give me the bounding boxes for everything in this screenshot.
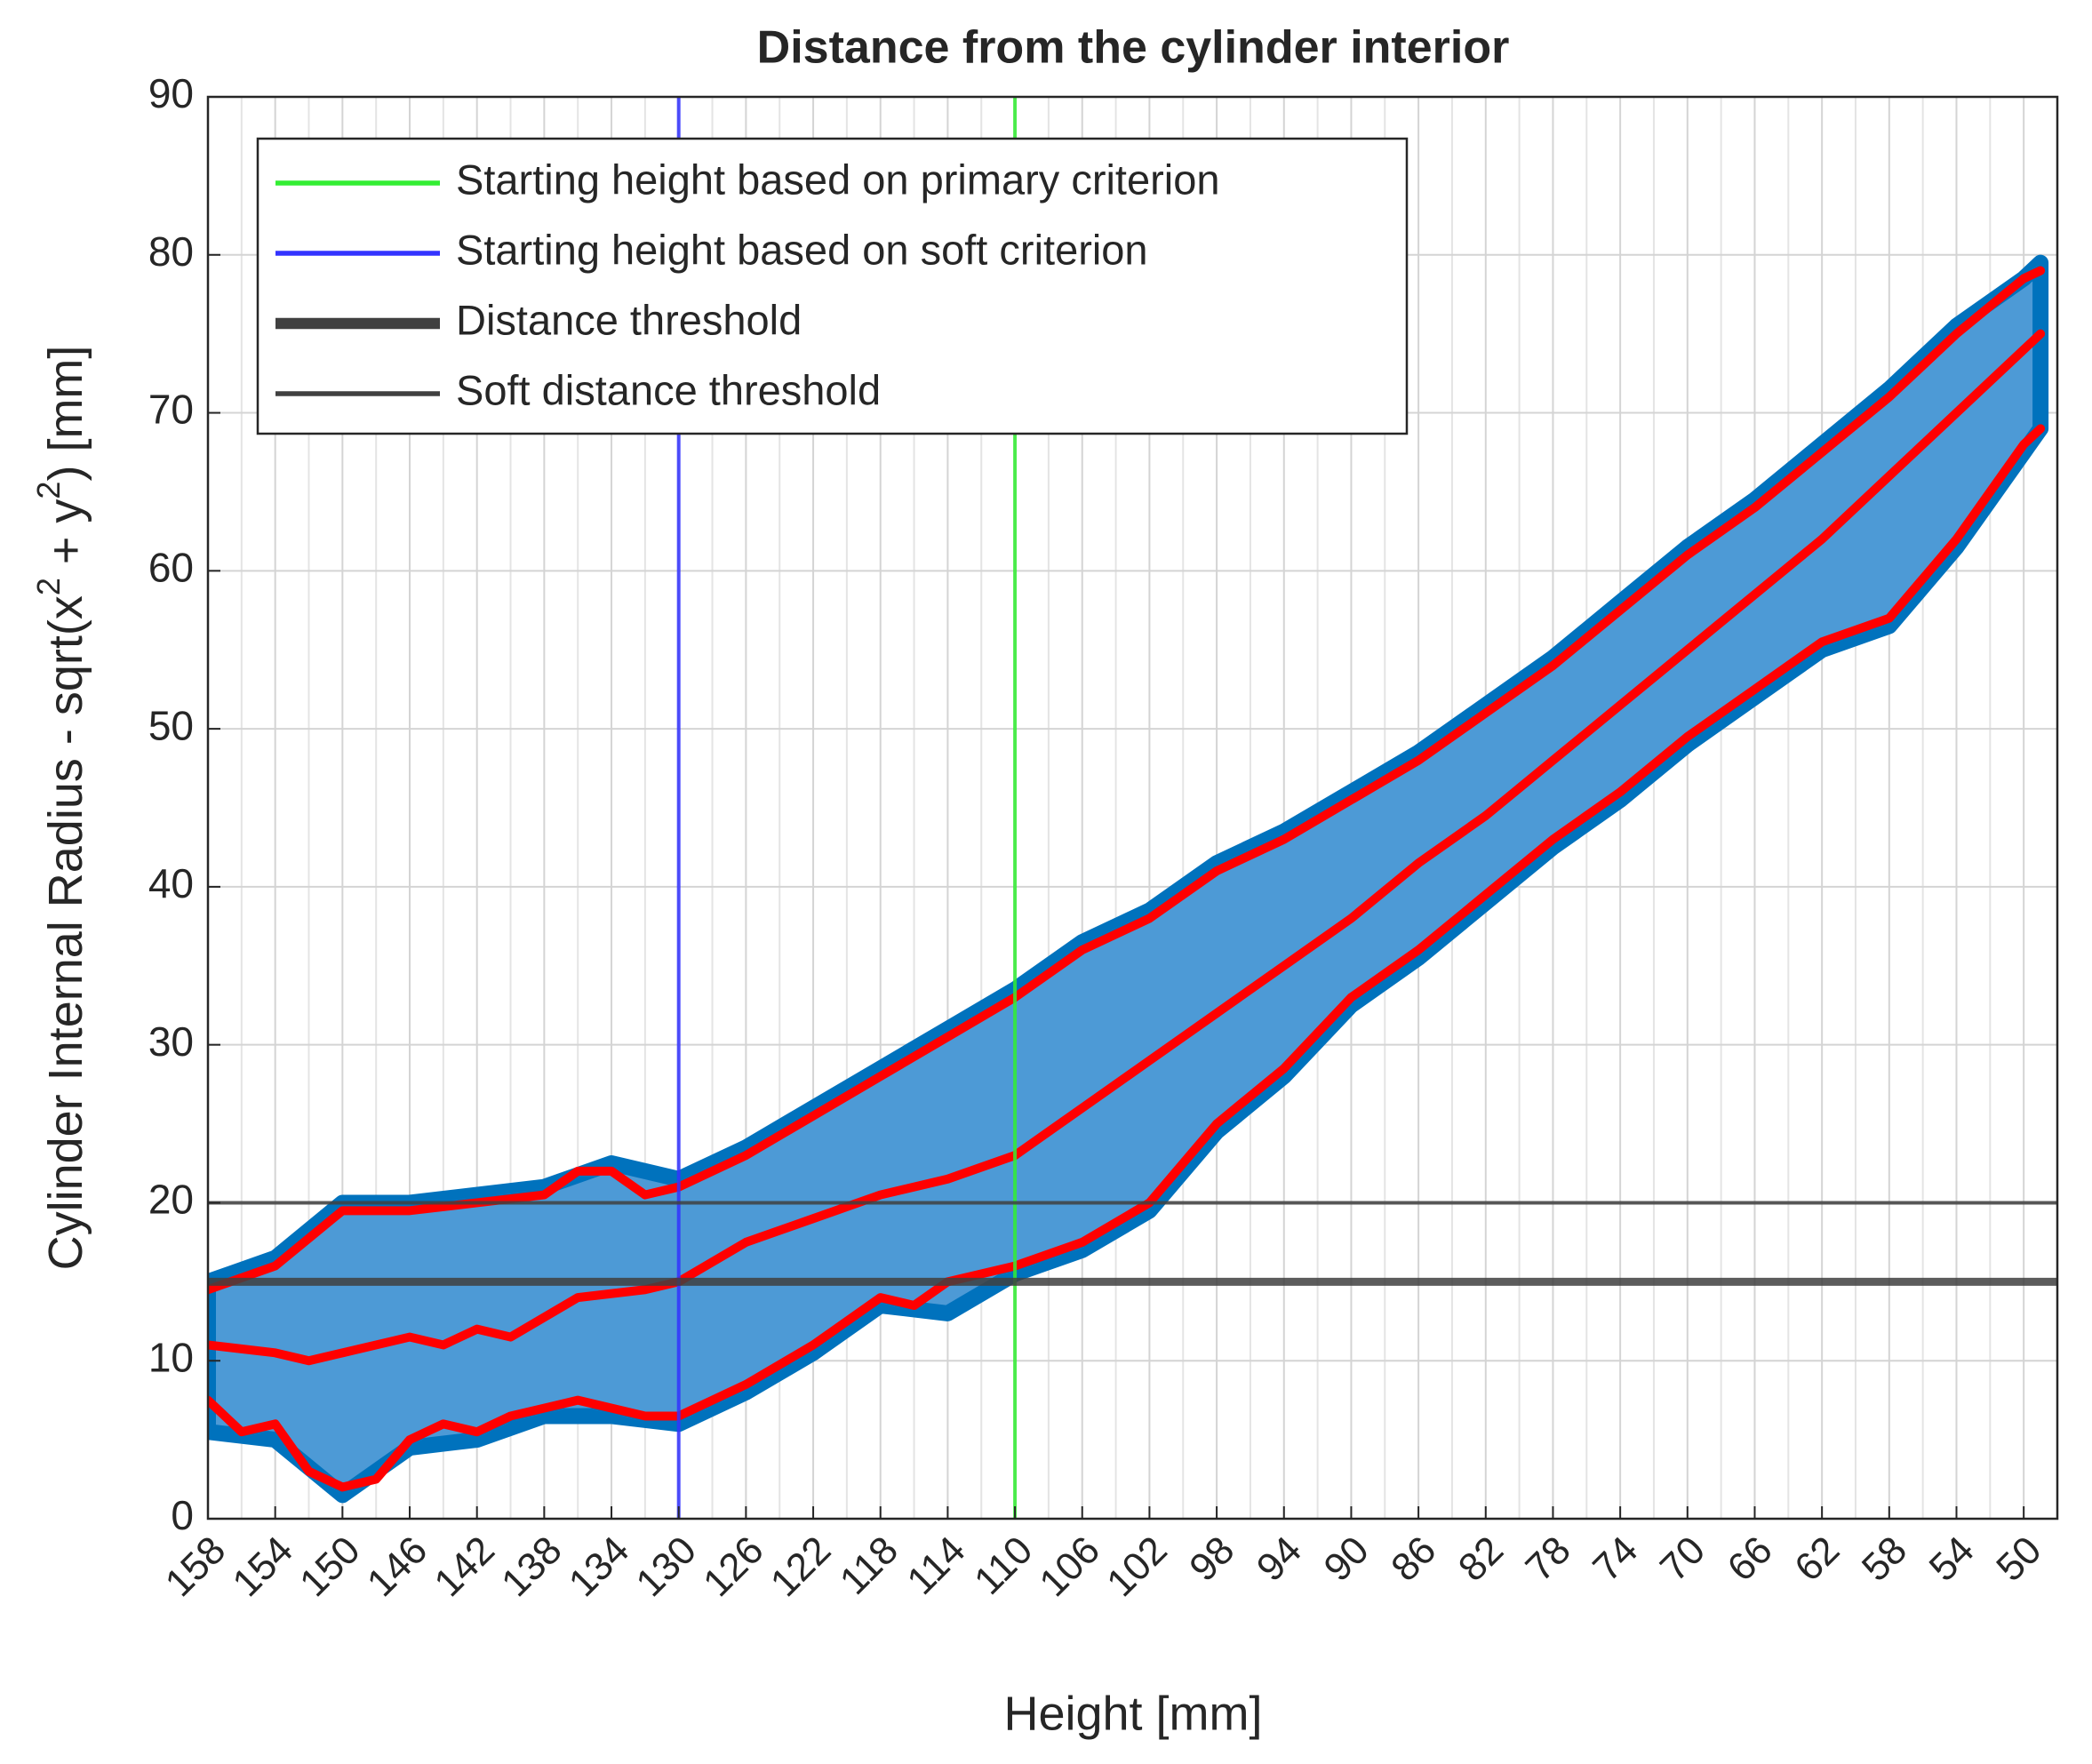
y-tick-label: 50	[148, 702, 194, 748]
y-tick-label: 80	[148, 228, 194, 275]
y-tick-label: 90	[148, 70, 194, 116]
legend-box	[256, 137, 1409, 435]
y-tick-label: 40	[148, 860, 194, 906]
label-part: + y	[39, 499, 92, 579]
superscript: 2	[30, 482, 67, 499]
superscript: 2	[30, 578, 67, 595]
axes-box	[206, 95, 2059, 1521]
y-tick-label: 0	[171, 1492, 194, 1538]
y-tick-label: 70	[148, 387, 194, 433]
legend-label: Starting height based on soft criterion	[456, 226, 1148, 273]
label-part: ) [mm]	[39, 346, 92, 482]
x-axis-label: Height [mm]	[1003, 1687, 1262, 1740]
legend-label: Distance threshold	[456, 296, 802, 343]
y-tick-label: 30	[148, 1018, 194, 1065]
envelope-line	[208, 329, 2046, 1366]
legend-label: Starting height based on primary criteri…	[456, 156, 1220, 203]
legend: Starting height based on primary criteri…	[256, 137, 1409, 435]
y-tick-label: 10	[148, 1334, 194, 1380]
y-tick-label: 20	[148, 1177, 194, 1223]
envelope-line	[208, 266, 2046, 1295]
label-part: Cylinder Internal Radius - sqrt(x	[39, 595, 92, 1270]
chart-title: Distance from the cylinder interior	[757, 22, 1510, 74]
y-axis-label: Cylinder Internal Radius - sqrt(x2 + y2)…	[30, 346, 92, 1271]
legend-label: Soft distance threshold	[456, 366, 881, 413]
plot-area	[208, 97, 2057, 1519]
y-tick-label: 60	[148, 544, 194, 590]
